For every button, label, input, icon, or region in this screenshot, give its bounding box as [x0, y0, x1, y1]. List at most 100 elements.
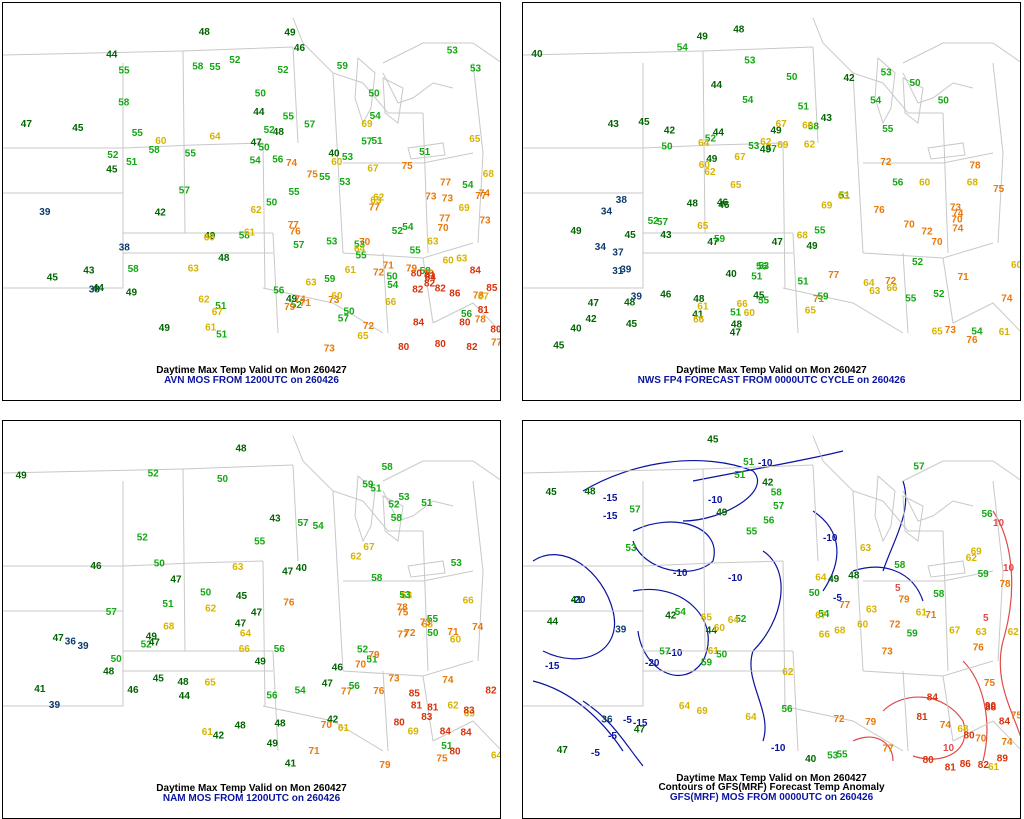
station-temp-value: 77	[883, 743, 895, 754]
station-temp-value: 81	[425, 271, 437, 282]
station-temp-value: 41	[34, 684, 46, 695]
contour-label: -10	[823, 533, 838, 544]
station-temp-value: 54	[295, 686, 307, 697]
panel-nam-mos: 52 46 47 47 48 43 40 39 42 49 47 47 50 49 48 51 51 52 53 55…	[2, 420, 501, 819]
station-temp-value: 79	[899, 595, 911, 606]
station-temp-value: 49	[126, 288, 138, 299]
state-boundary-line	[952, 302, 1020, 332]
state-boundary-line	[523, 46, 814, 56]
station-temp-value: 50	[809, 588, 821, 599]
contour-label: -10	[728, 573, 743, 584]
station-temp-value: 36	[65, 637, 77, 648]
state-boundary-line	[792, 650, 799, 752]
station-temp-value: 76	[874, 205, 886, 216]
station-temp-value: 59	[324, 274, 336, 285]
state-boundary-line	[942, 257, 954, 324]
station-temp-value: 48	[236, 444, 248, 455]
station-temp-value: 68	[834, 625, 846, 636]
state-boundary-line	[432, 302, 500, 332]
station-temp-value: 80	[964, 730, 976, 741]
station-temp-value: 68	[483, 169, 495, 180]
station-temp-value: 69	[459, 203, 471, 214]
station-temp-value: 62	[966, 553, 978, 564]
station-temp-value: 64	[863, 278, 875, 289]
station-temp-value: 55	[119, 66, 131, 77]
station-temp-value: 47	[235, 619, 247, 630]
station-temp-value: 44	[179, 691, 191, 702]
state-boundary-line	[382, 460, 500, 482]
station-temp-value: 70	[931, 237, 943, 248]
station-temp-value: 85	[409, 688, 421, 699]
contour-label: 5	[895, 583, 901, 594]
state-boundary-line	[3, 670, 273, 707]
station-temp-value: 50	[266, 197, 278, 208]
state-boundary-line	[523, 670, 793, 707]
negative-anomaly-contour	[532, 554, 616, 660]
station-temp-value: 66	[693, 314, 705, 325]
negative-anomaly-contour	[852, 566, 924, 602]
station-temp-value: 56	[274, 644, 286, 655]
station-temp-value: 68	[422, 620, 434, 631]
station-temp-value: 52	[107, 150, 119, 161]
state-boundary-line	[992, 480, 1004, 662]
station-temp-value: 80	[923, 755, 935, 766]
station-temp-value: 82	[412, 285, 424, 296]
panel-title-line2: NWS FP4 FORECAST FROM 0000UTC CYCLE on 2…	[637, 375, 906, 386]
contour-labels: -15-15-10-10-10 -10-20-15-10-5-20-15-5-10…	[545, 458, 1015, 759]
station-temp-value: 52	[392, 226, 404, 237]
station-temp-value: 89	[997, 753, 1009, 764]
station-temp-value: 66	[737, 299, 749, 310]
state-boundary-line	[3, 46, 294, 56]
station-temp-value: 73	[950, 202, 962, 213]
station-temp-value: 64	[745, 712, 757, 723]
negative-anomaly-contour	[632, 521, 715, 572]
station-temp-value: 72	[363, 321, 375, 332]
station-temp-value: 38	[119, 243, 131, 254]
station-temp-value: 53	[470, 64, 482, 75]
station-temp-value: 53	[399, 590, 411, 601]
station-temp-value: 63	[370, 196, 382, 207]
station-temp-value: 65	[932, 327, 944, 338]
state-boundary-line	[902, 42, 1020, 64]
state-boundary-line	[942, 112, 949, 254]
station-temp-value: 71	[813, 294, 825, 305]
state-boundary-line	[882, 500, 943, 532]
station-temp-value: 74	[442, 675, 454, 686]
panel-title-line2: Contours of GFS(MRF) Forecast Temp Anoma…	[658, 782, 885, 793]
station-temp-value: 82	[466, 342, 478, 353]
station-temp-value: 62	[198, 294, 210, 305]
station-temp-value: 50	[200, 587, 212, 598]
contour-label: -5	[591, 748, 600, 759]
state-boundary-line	[292, 435, 364, 502]
state-boundary-line	[782, 287, 904, 334]
station-temp-value: 61	[338, 723, 350, 734]
station-temp-value: 64	[210, 132, 222, 143]
station-temp-value: 62	[804, 140, 816, 151]
station-temp-value: 51	[126, 157, 138, 168]
station-temp-value: 39	[39, 207, 51, 218]
station-temp-value: 57	[657, 217, 669, 228]
contour-label: -15	[633, 718, 648, 729]
state-boundary-line	[3, 252, 273, 289]
station-temp-value: 60	[450, 635, 462, 646]
state-boundary-line	[852, 72, 864, 254]
contour-label: -10	[673, 568, 688, 579]
station-temp-value: 49	[267, 739, 279, 750]
station-temp-value: 42	[586, 314, 598, 325]
station-temp-value: 60	[919, 178, 931, 189]
panel-title-line1: Daytime Max Temp Valid on Mon 260427	[156, 783, 347, 794]
station-temp-value: 40	[570, 324, 582, 335]
station-temp-value: 80	[490, 324, 501, 335]
station-temp-value: 63	[860, 543, 872, 554]
state-boundary-line	[343, 570, 474, 582]
station-temp-value: 74	[952, 209, 964, 220]
station-temp-value: 51	[798, 101, 810, 112]
state-boundary-line	[902, 252, 909, 334]
station-temp-value: 90	[985, 701, 997, 712]
station-temp-value: 73	[420, 618, 432, 629]
station-temp-value: 63	[427, 237, 439, 248]
station-temp-value: 73	[425, 192, 437, 203]
station-temp-value: 41	[692, 310, 704, 321]
state-boundary-line	[812, 46, 819, 144]
